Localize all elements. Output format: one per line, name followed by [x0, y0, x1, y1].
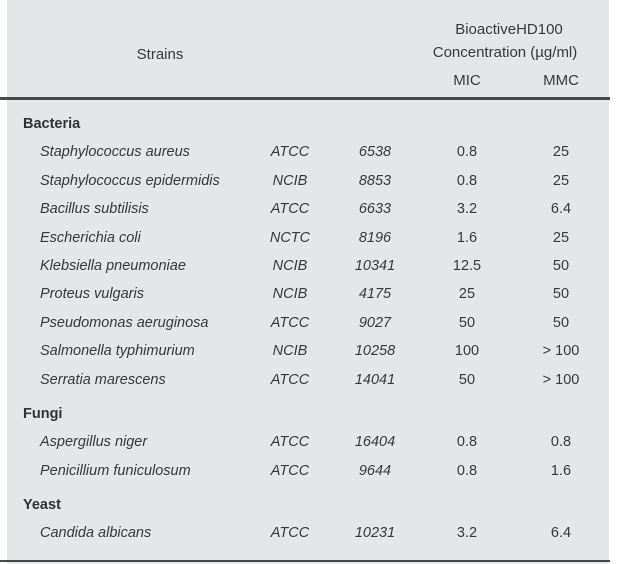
table-row: Staphylococcus aureus ATCC 6538 0.8 25	[7, 138, 609, 166]
group-subtitle: Concentration (µg/ml)	[432, 44, 578, 61]
mmc-value: 0.8	[550, 434, 572, 451]
table-row: Bacillus subtilisis ATCC 6633 3.2 6.4	[7, 195, 609, 223]
table-header: Strains BioactiveHD100 Concentration (µg…	[7, 0, 609, 98]
collection-number: 6633	[358, 201, 392, 218]
table-row: Salmonella typhimurium NCIB 10258 100 > …	[7, 337, 609, 365]
collection-code: ATCC	[270, 314, 310, 331]
strain-name: Staphylococcus epidermidis	[40, 172, 220, 189]
mmc-value: > 100	[542, 371, 580, 388]
collection-number: 9644	[358, 462, 392, 479]
mic-column-header: MIC	[453, 72, 481, 89]
mic-value: 25	[458, 286, 476, 303]
collection-code: ATCC	[270, 201, 310, 218]
collection-code: NCTC	[269, 229, 311, 246]
mic-value: 0.8	[456, 172, 478, 189]
mmc-value: 50	[552, 314, 570, 331]
mic-value: 3.2	[456, 525, 478, 542]
table-row: Klebsiella pneumoniae NCIB 10341 12.5 50	[7, 252, 609, 280]
table-body: Bacteria Staphylococcus aureus ATCC 6538…	[7, 100, 609, 548]
strain-name: Proteus vulgaris	[40, 286, 144, 303]
mic-value: 100	[454, 343, 480, 360]
mic-value: 0.8	[456, 144, 478, 161]
collection-number: 14041	[354, 371, 396, 388]
mmc-value: 1.6	[550, 462, 572, 479]
mmc-value: 25	[552, 229, 570, 246]
section-name: Fungi	[23, 405, 63, 422]
mic-value: 1.6	[456, 229, 478, 246]
collection-code: ATCC	[270, 434, 310, 451]
strain-name: Bacillus subtilisis	[40, 201, 149, 218]
strain-name: Staphylococcus aureus	[40, 144, 190, 161]
collection-number: 10231	[354, 525, 396, 542]
section-header-row: Yeast	[7, 491, 609, 519]
strain-name: Penicillium funiculosum	[40, 462, 191, 479]
strain-name: Aspergillus niger	[40, 434, 148, 451]
mic-value: 0.8	[456, 434, 478, 451]
collection-code: NCIB	[272, 286, 308, 303]
mmc-value: 6.4	[550, 525, 572, 542]
section-name: Yeast	[23, 497, 61, 514]
collection-number: 8196	[358, 229, 392, 246]
collection-number: 8853	[358, 172, 392, 189]
table-row: Proteus vulgaris NCIB 4175 25 50	[7, 280, 609, 308]
strain-name: Candida albicans	[40, 525, 152, 542]
collection-code: ATCC	[270, 525, 310, 542]
strains-column-header: Strains	[136, 46, 184, 63]
collection-code: ATCC	[270, 371, 310, 388]
section-header-row: Fungi	[7, 400, 609, 428]
table-row: Serratia marescens ATCC 14041 50 > 100	[7, 366, 609, 394]
table-row: Staphylococcus epidermidis NCIB 8853 0.8…	[7, 167, 609, 195]
bottom-divider	[0, 560, 610, 562]
header-divider	[0, 97, 610, 100]
collection-number: 10258	[354, 343, 396, 360]
table-row: Candida albicans ATCC 10231 3.2 6.4	[7, 519, 609, 547]
section-name: Bacteria	[23, 116, 81, 132]
mmc-value: 50	[552, 286, 570, 303]
collection-number: 16404	[354, 434, 396, 451]
collection-number: 10341	[354, 257, 396, 274]
table-row: Escherichia coli NCTC 8196 1.6 25	[7, 224, 609, 252]
mmc-column-header: MMC	[543, 72, 579, 89]
mmc-value: 50	[552, 257, 570, 274]
mmc-value: 25	[552, 172, 570, 189]
collection-number: 6538	[358, 144, 392, 161]
section-header-row: Bacteria	[7, 110, 609, 138]
mic-value: 50	[458, 314, 476, 331]
strain-name: Klebsiella pneumoniae	[40, 257, 186, 274]
strain-name: Escherichia coli	[40, 229, 141, 246]
strain-name: Serratia marescens	[40, 371, 166, 388]
mmc-value: > 100	[542, 343, 580, 360]
collection-code: ATCC	[270, 462, 310, 479]
collection-code: NCIB	[272, 257, 308, 274]
collection-code: NCIB	[272, 172, 308, 189]
strain-name: Pseudomonas aeruginosa	[40, 314, 209, 331]
strain-name: Salmonella typhimurium	[40, 343, 195, 360]
mmc-value: 25	[552, 144, 570, 161]
table-row: Pseudomonas aeruginosa ATCC 9027 50 50	[7, 309, 609, 337]
collection-number: 4175	[358, 286, 392, 303]
group-title: BioactiveHD100	[455, 21, 563, 38]
collection-code: NCIB	[272, 343, 308, 360]
collection-number: 9027	[358, 314, 392, 331]
mic-value: 3.2	[456, 201, 478, 218]
table-row: Penicillium funiculosum ATCC 9644 0.8 1.…	[7, 457, 609, 485]
mic-value: 0.8	[456, 462, 478, 479]
mic-value: 12.5	[452, 257, 482, 274]
mic-value: 50	[458, 371, 476, 388]
mmc-value: 6.4	[550, 201, 572, 218]
collection-code: ATCC	[270, 144, 310, 161]
table-row: Aspergillus niger ATCC 16404 0.8 0.8	[7, 428, 609, 456]
